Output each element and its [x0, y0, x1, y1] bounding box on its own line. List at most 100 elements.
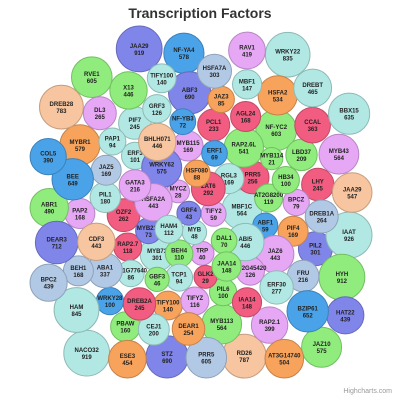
bubble-circle[interactable]: [185, 336, 228, 379]
bubble-circle[interactable]: [197, 53, 232, 89]
bubble-circle[interactable]: [122, 287, 157, 321]
bubble-circle[interactable]: [230, 101, 262, 132]
bubble-circle[interactable]: [144, 266, 170, 292]
bubble-circle[interactable]: [154, 214, 184, 244]
bubble-circle[interactable]: [250, 306, 289, 344]
bubble-circle[interactable]: [254, 183, 284, 213]
bubble-circle[interactable]: [137, 313, 170, 346]
bubble-circle[interactable]: [176, 200, 202, 226]
bubble-circle[interactable]: [39, 84, 84, 130]
bubble-circle[interactable]: [293, 68, 333, 108]
bubble-circle[interactable]: [286, 290, 329, 333]
bubble-circle[interactable]: [271, 166, 300, 195]
bubble-circle[interactable]: [211, 251, 242, 282]
bubble-circle[interactable]: [169, 108, 197, 136]
bubble-circle[interactable]: [77, 222, 116, 262]
bubble-circle[interactable]: [109, 71, 148, 110]
bubble-circle[interactable]: [201, 140, 228, 167]
bubble-circle[interactable]: [259, 270, 294, 305]
bubble-circle[interactable]: [138, 122, 177, 162]
bubble-circle[interactable]: [318, 133, 360, 175]
bubble-circle[interactable]: [183, 159, 211, 188]
bubble-circle[interactable]: [115, 25, 163, 73]
bubble-circle[interactable]: [118, 169, 152, 202]
bubble-circle[interactable]: [264, 338, 305, 379]
bubble-circle[interactable]: [82, 96, 117, 131]
bubble-circle[interactable]: [53, 287, 100, 333]
bubble-circle[interactable]: [146, 63, 177, 94]
bubble-circle[interactable]: [51, 158, 94, 201]
bubble-circle[interactable]: [71, 56, 113, 98]
bubble-circle[interactable]: [331, 172, 373, 213]
bubble-circle[interactable]: [108, 339, 147, 379]
bubble-circle[interactable]: [294, 106, 331, 144]
bubble-circle[interactable]: [304, 199, 339, 234]
bubble-circle[interactable]: [98, 127, 127, 156]
bubble-circle[interactable]: [29, 138, 67, 176]
bubble-circle[interactable]: [232, 69, 263, 100]
bubble-circle[interactable]: [29, 263, 68, 302]
